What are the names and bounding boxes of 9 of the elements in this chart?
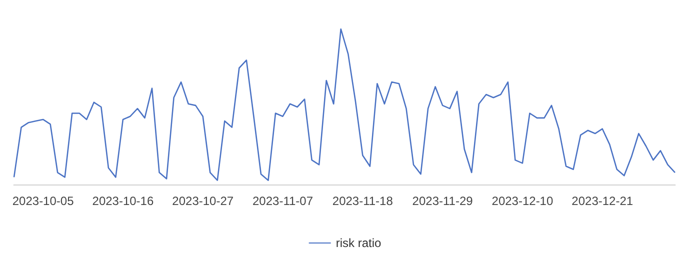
x-tick-label: 2023-12-21 xyxy=(572,194,634,208)
x-tick-label: 2023-10-05 xyxy=(12,194,74,208)
x-tick-label: 2023-11-18 xyxy=(332,194,394,208)
legend-label: risk ratio xyxy=(336,236,382,250)
x-tick-label: 2023-10-16 xyxy=(92,194,154,208)
x-tick-label: 2023-11-07 xyxy=(252,194,314,208)
x-tick-label: 2023-10-27 xyxy=(172,194,234,208)
x-tick-label: 2023-12-10 xyxy=(492,194,554,208)
x-tick-label: 2023-11-29 xyxy=(412,194,474,208)
